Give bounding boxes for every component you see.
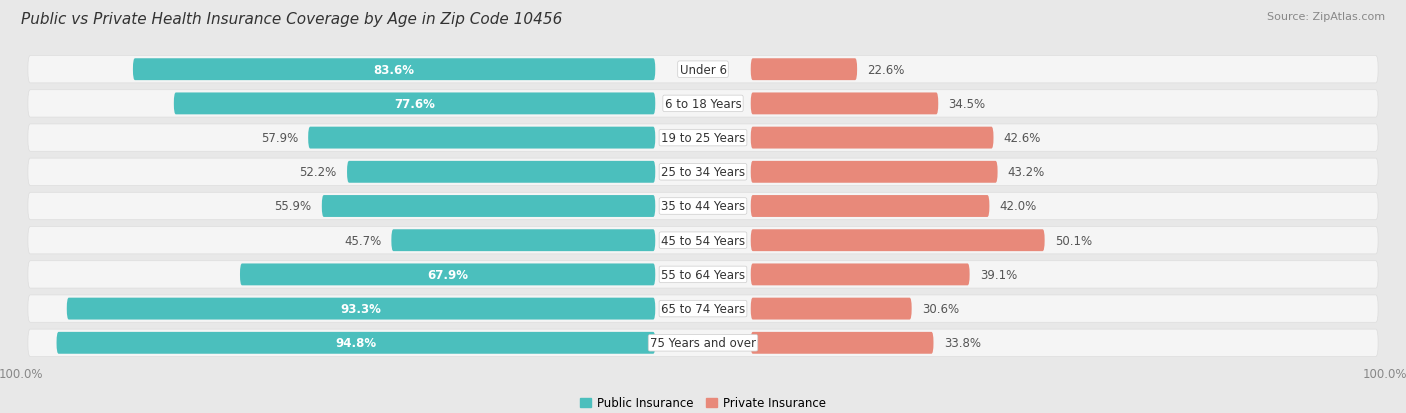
Text: 22.6%: 22.6% [868,64,904,76]
FancyBboxPatch shape [28,261,1378,288]
FancyBboxPatch shape [751,127,994,149]
FancyBboxPatch shape [751,264,970,286]
FancyBboxPatch shape [308,127,655,149]
FancyBboxPatch shape [28,193,1378,220]
FancyBboxPatch shape [134,59,655,81]
Text: 93.3%: 93.3% [340,302,381,316]
Text: 33.8%: 33.8% [943,337,981,349]
FancyBboxPatch shape [751,59,858,81]
FancyBboxPatch shape [28,227,1378,254]
Text: Public vs Private Health Insurance Coverage by Age in Zip Code 10456: Public vs Private Health Insurance Cover… [21,12,562,27]
Text: 42.0%: 42.0% [1000,200,1036,213]
FancyBboxPatch shape [391,230,655,252]
FancyBboxPatch shape [28,159,1378,186]
FancyBboxPatch shape [751,332,934,354]
Text: 39.1%: 39.1% [980,268,1017,281]
Text: 19 to 25 Years: 19 to 25 Years [661,132,745,145]
FancyBboxPatch shape [322,196,655,217]
Legend: Public Insurance, Private Insurance: Public Insurance, Private Insurance [575,392,831,413]
Text: 94.8%: 94.8% [336,337,377,349]
Text: 55.9%: 55.9% [274,200,312,213]
Text: 42.6%: 42.6% [1004,132,1040,145]
Text: 67.9%: 67.9% [427,268,468,281]
Text: 45 to 54 Years: 45 to 54 Years [661,234,745,247]
FancyBboxPatch shape [347,161,655,183]
Text: 55 to 64 Years: 55 to 64 Years [661,268,745,281]
Text: 52.2%: 52.2% [299,166,337,179]
Text: 45.7%: 45.7% [344,234,381,247]
FancyBboxPatch shape [28,57,1378,84]
Text: 35 to 44 Years: 35 to 44 Years [661,200,745,213]
FancyBboxPatch shape [66,298,655,320]
FancyBboxPatch shape [28,329,1378,356]
FancyBboxPatch shape [28,125,1378,152]
Text: Under 6: Under 6 [679,64,727,76]
Text: 77.6%: 77.6% [394,97,434,111]
FancyBboxPatch shape [751,93,938,115]
Text: 75 Years and over: 75 Years and over [650,337,756,349]
Text: 50.1%: 50.1% [1054,234,1092,247]
Text: Source: ZipAtlas.com: Source: ZipAtlas.com [1267,12,1385,22]
Text: 34.5%: 34.5% [949,97,986,111]
FancyBboxPatch shape [751,298,911,320]
Text: 83.6%: 83.6% [374,64,415,76]
FancyBboxPatch shape [56,332,655,354]
FancyBboxPatch shape [751,230,1045,252]
FancyBboxPatch shape [751,196,990,217]
FancyBboxPatch shape [240,264,655,286]
Text: 43.2%: 43.2% [1008,166,1045,179]
FancyBboxPatch shape [174,93,655,115]
Text: 57.9%: 57.9% [260,132,298,145]
FancyBboxPatch shape [751,161,998,183]
Text: 25 to 34 Years: 25 to 34 Years [661,166,745,179]
Text: 30.6%: 30.6% [922,302,959,316]
Text: 65 to 74 Years: 65 to 74 Years [661,302,745,316]
Text: 6 to 18 Years: 6 to 18 Years [665,97,741,111]
FancyBboxPatch shape [28,295,1378,323]
FancyBboxPatch shape [28,90,1378,118]
